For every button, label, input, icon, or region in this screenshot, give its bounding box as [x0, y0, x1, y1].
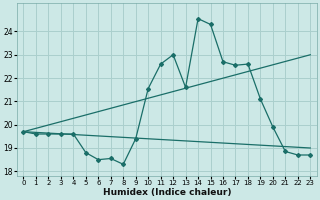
X-axis label: Humidex (Indice chaleur): Humidex (Indice chaleur) [103, 188, 231, 197]
